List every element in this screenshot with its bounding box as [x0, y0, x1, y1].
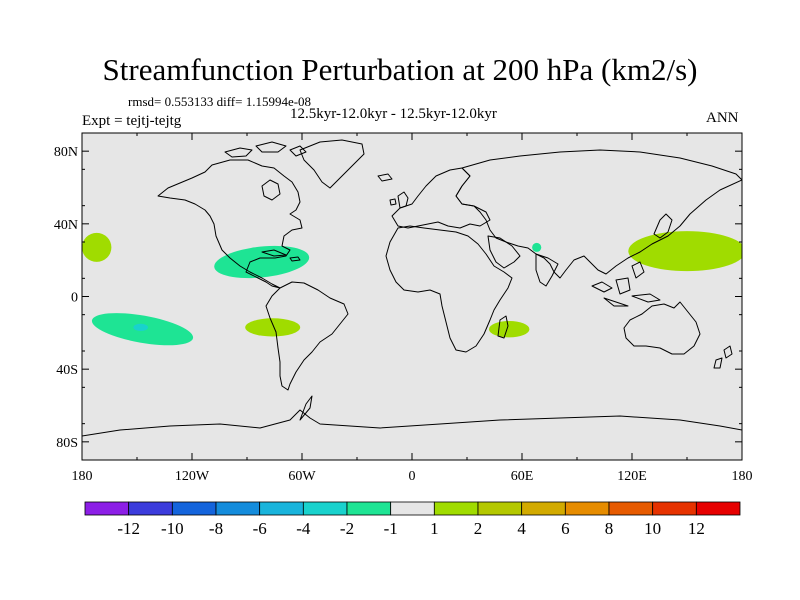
coast-madagascar [497, 315, 509, 339]
colorbar-swatch [477, 501, 523, 516]
lon-tick-label: 120W [175, 469, 210, 484]
coast-greenland [299, 139, 365, 189]
anomaly-neg-south-pacific-core [133, 323, 148, 331]
lon-tick-label: 0 [409, 469, 416, 484]
colorbar-label: -8 [209, 519, 223, 538]
anomaly-pos-north-pacific-east [82, 232, 112, 262]
coast-iceland [377, 173, 393, 182]
anomaly-neg-caribbean [214, 245, 310, 279]
coast-india [535, 253, 559, 287]
colorbar-label: 2 [474, 519, 483, 538]
coast-new-zealand [713, 345, 733, 369]
anomaly-neg-arabian-sea [532, 242, 542, 252]
coast-antarctic-peninsula [299, 395, 313, 421]
coast-africa [385, 225, 513, 353]
lat-tick-label: 80S [56, 436, 78, 451]
coast-north-america [157, 159, 303, 289]
colorbar-label: 12 [688, 519, 705, 538]
coast-cuba [261, 249, 301, 262]
season-label: ANN [706, 110, 739, 126]
coastline-layer [82, 139, 742, 437]
colorbar-label: -12 [117, 519, 140, 538]
lon-tick-label: 180 [72, 469, 93, 484]
coast-australia [623, 301, 701, 355]
lon-tick-label: 180 [732, 469, 753, 484]
lat-tick-label: 40N [54, 218, 78, 233]
coast-antarctica [82, 409, 742, 437]
colorbar-swatch [302, 501, 348, 516]
colorbar-swatch [390, 501, 435, 516]
coast-arabia [487, 235, 521, 269]
anomaly-pos-south-america [245, 318, 301, 337]
coast-maritime-continent [591, 261, 661, 307]
colorbar-label: 4 [517, 519, 526, 538]
lon-tick-label: 120E [617, 469, 647, 484]
anomaly-pos-west-pacific [628, 231, 742, 272]
lon-tick-label: 60E [511, 469, 534, 484]
colorbar-label: 1 [430, 519, 439, 538]
colorbar-label: 6 [561, 519, 570, 538]
colorbar-swatch [346, 501, 392, 516]
colorbar-swatch [215, 501, 261, 516]
coast-asia [455, 149, 742, 279]
colorbar-swatch [128, 501, 173, 516]
lat-tick-label: 0 [71, 291, 78, 306]
lon-tick-label: 60W [288, 469, 316, 484]
lat-axis: 80N 40N 0 40S 80S [54, 145, 78, 451]
chart-title: Streamfunction Perturbation at 200 hPa (… [102, 52, 698, 87]
colorbar-swatch [652, 501, 697, 516]
colorbar-swatch [695, 501, 741, 516]
stats-line: rmsd= 0.553133 diff= 1.15994e-08 [128, 94, 312, 109]
colorbar-label: -4 [296, 519, 311, 538]
colorbar-label: 8 [605, 519, 614, 538]
colorbar-swatch [521, 501, 566, 516]
colorbar-label: -2 [340, 519, 354, 538]
colorbar-label: -6 [253, 519, 267, 538]
experiment-line: Expt = tejtj-tejtg [82, 113, 182, 129]
colorbar: -12 -10 -8 -6 -4 -2 -1 1 2 4 6 8 10 12 [84, 501, 741, 538]
coast-arctic-islands [224, 141, 307, 158]
colorbar-label: 10 [644, 519, 661, 538]
colorbar-label: -10 [161, 519, 184, 538]
colorbar-swatch [433, 501, 479, 516]
lat-tick-label: 80N [54, 145, 78, 160]
colorbar-swatch [84, 501, 130, 516]
colorbar-label: -1 [384, 519, 398, 538]
colorbar-swatch [564, 501, 610, 516]
lat-tick-label: 40S [56, 363, 78, 378]
coast-japan [653, 213, 673, 239]
coast-hudson-bay [261, 179, 281, 201]
tick-layer [81, 132, 743, 461]
coast-british-isles [389, 191, 409, 209]
lon-axis: 180 120W 60W 0 60E 120E 180 [72, 469, 753, 484]
anomaly-pos-madagascar [489, 321, 530, 338]
colorbar-swatch [608, 501, 654, 516]
colorbar-swatch [171, 501, 217, 516]
period-line: 12.5kyr-12.0kyr - 12.5kyr-12.0kyr [290, 106, 497, 122]
colorbar-swatch [259, 501, 304, 516]
coast-south-america [265, 281, 349, 391]
